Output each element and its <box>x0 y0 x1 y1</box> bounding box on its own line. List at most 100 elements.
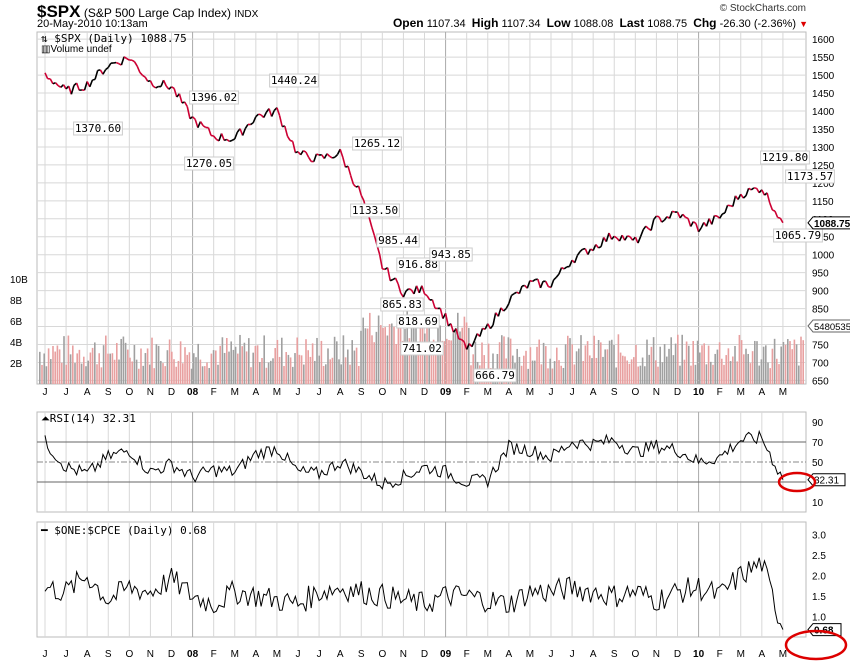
annotation-666.79: 666.79 <box>473 368 517 383</box>
price-segment <box>545 280 550 287</box>
price-segment <box>539 281 544 289</box>
price-segment <box>618 234 623 242</box>
price-segment <box>700 222 705 229</box>
price-segment <box>663 216 668 221</box>
cpce-y-tick: 3.0 <box>812 530 826 541</box>
x-tick: D <box>674 649 681 660</box>
price-segment <box>497 307 502 317</box>
svg-text:5480535: 5480535 <box>814 322 850 333</box>
x-tick: J <box>317 387 322 398</box>
price-segment <box>627 235 631 238</box>
price-segment <box>537 278 542 289</box>
volume-tick: 6B <box>10 317 23 328</box>
price-segment <box>639 229 644 237</box>
rsi-y-tick: 10 <box>812 498 824 509</box>
price-segment <box>721 212 726 215</box>
price-segment <box>695 223 700 233</box>
price-segment <box>139 71 144 76</box>
price-segment <box>378 254 384 270</box>
price-segment <box>772 209 776 212</box>
price-segment <box>563 266 568 270</box>
x-tick: F <box>211 387 217 398</box>
price-segment <box>529 279 533 283</box>
x-tick: M <box>526 649 534 660</box>
annotation-916.88: 916.88 <box>396 257 440 272</box>
panel-2 <box>36 521 807 638</box>
x-tick: F <box>464 649 470 660</box>
price-segment <box>426 295 431 301</box>
chart-title: $SPX (S&P 500 Large Cap Index) INDX <box>37 2 258 22</box>
price-segment <box>653 215 658 220</box>
price-segment <box>316 153 320 156</box>
price-segment <box>218 133 223 142</box>
price-segment <box>289 139 294 143</box>
price-segment <box>276 107 281 116</box>
price-segment <box>199 121 204 127</box>
y-tick: 1600 <box>812 35 835 46</box>
volume-tag <box>807 319 850 333</box>
price-segment <box>83 81 88 91</box>
price-segment <box>162 79 167 87</box>
price-segment <box>202 125 207 129</box>
price-segment <box>131 59 136 63</box>
x-tick: 10 <box>693 649 705 660</box>
price-segment <box>120 56 125 66</box>
price-segment <box>768 202 774 211</box>
price-segment <box>421 285 426 295</box>
price-segment <box>408 287 412 291</box>
price-segment <box>661 219 665 223</box>
price-segment <box>144 76 149 82</box>
x-tick: M <box>779 387 787 398</box>
price-segment <box>668 210 673 219</box>
x-tick: D <box>168 649 175 660</box>
price-segment <box>431 299 436 309</box>
price-segment <box>413 285 418 295</box>
price-segment <box>405 288 410 292</box>
x-tick: F <box>717 387 723 398</box>
price-segment <box>685 216 689 220</box>
volume-bars <box>39 310 804 384</box>
high-value: 1107.34 <box>501 18 541 30</box>
price-segment <box>62 84 67 90</box>
price-segment <box>371 226 376 236</box>
x-tick: A <box>252 649 259 660</box>
price-segment <box>687 218 692 227</box>
svg-text:1270.05: 1270.05 <box>186 157 232 170</box>
rsi-y-tick: 90 <box>812 418 824 429</box>
price-segment <box>70 85 75 95</box>
svg-text:943.85: 943.85 <box>431 248 471 261</box>
x-tick: A <box>590 649 597 660</box>
price-segment <box>671 210 676 213</box>
x-tick: A <box>84 387 91 398</box>
price-segment <box>692 221 697 225</box>
price-segment <box>518 285 523 294</box>
annotation-1173.57: 1173.57 <box>785 169 835 184</box>
price-segment <box>624 235 629 241</box>
x-tick: D <box>674 387 681 398</box>
x-tick: N <box>147 649 154 660</box>
price-segment <box>386 267 392 281</box>
x-tick: D <box>421 387 428 398</box>
price-segment <box>705 218 710 227</box>
price-segment <box>424 293 428 297</box>
price-segment <box>75 82 81 91</box>
brand-logo: © StockCharts.com <box>719 3 806 14</box>
price-segment <box>278 115 283 127</box>
x-tick: S <box>358 387 365 398</box>
price-segment <box>508 295 513 304</box>
price-segment <box>136 65 141 73</box>
price-segment <box>223 138 228 142</box>
price-segment <box>592 244 597 251</box>
price-segment <box>270 110 276 117</box>
price-segment <box>332 156 336 159</box>
price-segment <box>676 211 681 219</box>
open-label: Open <box>392 16 424 30</box>
price-segment <box>231 138 236 142</box>
price-segment <box>194 119 199 128</box>
svg-text:666.79: 666.79 <box>475 369 515 382</box>
price-segment <box>160 79 165 87</box>
x-tick: O <box>378 649 386 660</box>
x-tick: A <box>505 649 512 660</box>
price-segment <box>347 166 352 176</box>
price-segment <box>186 106 191 119</box>
